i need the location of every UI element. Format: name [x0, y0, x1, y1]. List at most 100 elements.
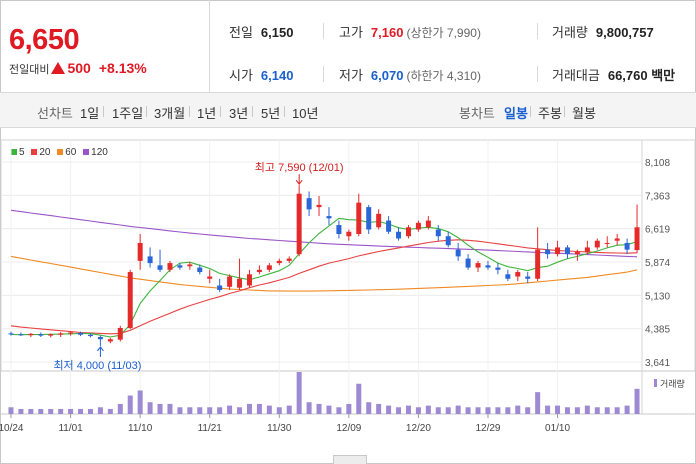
- volume-bar: [157, 403, 163, 414]
- volume-bar: [604, 407, 610, 414]
- volume-bar: [187, 407, 193, 414]
- y-tick-label: 6,619: [645, 225, 670, 236]
- candle-body: [336, 225, 342, 234]
- candle-body: [286, 258, 292, 261]
- period-1d[interactable]: 1일: [80, 106, 100, 121]
- period-1y[interactable]: 1년: [197, 106, 217, 121]
- candle-body: [117, 328, 123, 340]
- legend-swatch-60: [57, 149, 64, 155]
- candlestick-chart[interactable]: 거래량 8,108 7,363 6,619 5,874 5,130 4,385 3,641 1…: [0, 128, 696, 464]
- candle-body: [555, 247, 561, 255]
- open-price: 시가 6,140: [229, 68, 294, 83]
- chart-resize-handle[interactable]: [333, 455, 367, 464]
- volume-legend-label: 거래량: [660, 378, 685, 389]
- period-5y[interactable]: 5년: [261, 106, 281, 121]
- volume-bar: [346, 403, 352, 414]
- candle-body: [396, 231, 402, 239]
- candle-weekly[interactable]: 주봉: [538, 106, 562, 121]
- candle-body: [386, 220, 392, 232]
- volume-bar: [246, 403, 252, 414]
- prev-close: 전일 6,150: [229, 25, 294, 40]
- y-tick-label: 7,363: [645, 191, 670, 202]
- volume: 거래량 9,800,757: [552, 25, 654, 40]
- current-price: 6,650: [9, 24, 80, 56]
- candle-body: [405, 227, 411, 237]
- period-10y[interactable]: 10년: [292, 106, 319, 121]
- candle-body: [564, 247, 570, 255]
- candle-body: [157, 265, 163, 270]
- candle-daily[interactable]: 일봉: [504, 106, 528, 121]
- candle-body: [505, 274, 511, 279]
- price-summary: 6,650 전일대비 500 +8.13% 전일 6,150 고가 7,160 (상한가 …: [0, 0, 696, 93]
- volume-bar: [475, 407, 481, 414]
- period-1w[interactable]: 1주일: [112, 106, 144, 121]
- volume-bar: [137, 390, 143, 414]
- volume-bar: [574, 407, 580, 414]
- volume-bar: [167, 403, 173, 414]
- candle-body: [624, 242, 630, 250]
- volume-bar: [356, 383, 362, 414]
- candle-body: [326, 216, 332, 219]
- volume-bar: [545, 405, 551, 414]
- candle-body: [376, 213, 382, 228]
- candle-body: [356, 202, 362, 234]
- candle-body: [246, 274, 252, 286]
- volume-bar: [316, 403, 322, 414]
- ma60-line: [10, 255, 638, 292]
- volume-bar: [425, 405, 431, 414]
- volume-bar: [505, 407, 511, 414]
- chart-annotations: 최고 7,590 (12/01) 최저 4,000 (11/03): [53, 161, 343, 372]
- candle-body: [127, 272, 133, 329]
- candle-body: [495, 267, 501, 270]
- volume-bar: [127, 395, 133, 414]
- candle-body: [68, 332, 74, 334]
- volume-bar: [207, 407, 213, 414]
- ma20-line: [10, 239, 638, 335]
- volume-bar: [614, 407, 620, 414]
- candle-body: [366, 207, 372, 230]
- candle-body: [415, 222, 421, 230]
- candles: [8, 185, 640, 346]
- candle-body: [574, 251, 580, 255]
- candle-body: [217, 285, 223, 290]
- candle-body: [435, 229, 441, 237]
- candle-body: [87, 334, 93, 337]
- candle-body: [147, 256, 153, 264]
- volume-bar: [286, 405, 292, 414]
- candle-body: [18, 334, 24, 336]
- candle-body: [535, 249, 541, 279]
- period-3m[interactable]: 3개월: [154, 106, 186, 121]
- up-triangle-icon: [51, 62, 66, 74]
- volume-bar: [217, 407, 223, 414]
- candle-body: [38, 334, 44, 336]
- volume-bar: [584, 405, 590, 414]
- volume-bar: [48, 408, 54, 414]
- change-label: 전일대비: [9, 64, 50, 76]
- volume-bar: [147, 402, 153, 414]
- high-annotation: 최고 7,590 (12/01): [255, 161, 344, 174]
- volume-bar: [87, 408, 93, 414]
- x-tick-label: 12/09: [336, 423, 361, 434]
- candle-body: [634, 227, 640, 251]
- candle-body: [525, 276, 531, 279]
- y-tick-label: 8,108: [645, 158, 670, 169]
- x-tick-label: 11/01: [58, 423, 83, 434]
- candle-body: [8, 333, 14, 335]
- candle-body: [515, 272, 521, 277]
- chart-toolbar: 선차트 1일 1주일 3개월 1년 3년 5년 10년 봉차트 일봉 주봉 월봉: [0, 93, 696, 128]
- volume-bar: [197, 407, 203, 414]
- volume-bar: [396, 407, 402, 414]
- candle-body: [614, 238, 620, 241]
- volume-bar: [68, 408, 74, 414]
- volume-bar: [386, 405, 392, 414]
- volume-bar: [276, 407, 282, 414]
- volume-bar: [634, 388, 640, 414]
- high-arrow-head: [295, 179, 303, 186]
- volume-bar: [58, 408, 64, 414]
- candle-monthly[interactable]: 월봉: [572, 106, 596, 121]
- candle-body: [256, 269, 262, 273]
- volume-bar: [376, 403, 382, 414]
- volume-bar: [18, 408, 24, 414]
- period-3y[interactable]: 3년: [229, 106, 249, 121]
- volume-bar: [405, 405, 411, 414]
